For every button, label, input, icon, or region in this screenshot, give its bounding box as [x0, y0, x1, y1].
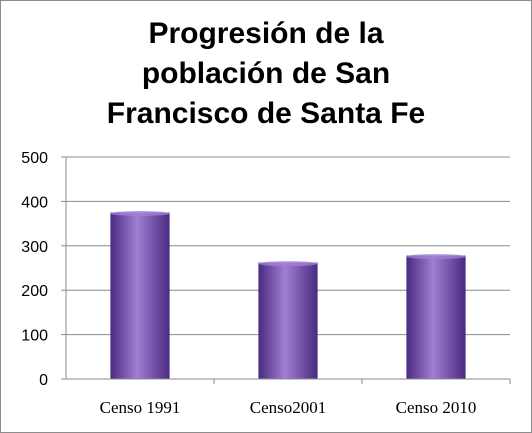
y-tick-label: 300 — [21, 239, 48, 256]
axes — [61, 156, 511, 384]
x-tick-label: Censo 2010 — [396, 398, 477, 417]
x-tick-label: Censo2001 — [250, 398, 327, 417]
bar — [406, 255, 466, 379]
bar — [110, 212, 170, 379]
chart-title: Progresión de la población de San Franci… — [60, 14, 472, 134]
y-tick-label: 100 — [21, 328, 48, 345]
x-tick-label: Censo 1991 — [100, 398, 181, 417]
chart-title-line-3: Francisco de Santa Fe — [106, 97, 426, 130]
bar — [258, 262, 318, 379]
bar-cap — [258, 261, 318, 267]
bar-cap — [110, 211, 170, 216]
y-tick-label: 500 — [21, 150, 48, 167]
tick-labels: 0 100 200 300 400 500 Censo 1991 Censo2001 Censo… — [21, 150, 476, 417]
chart-title-line-2: población de San — [141, 57, 391, 90]
bar-cap — [406, 254, 466, 260]
bars — [110, 211, 466, 379]
chart-title-line-1: Progresión de la — [148, 17, 384, 50]
y-tick-label: 0 — [39, 372, 48, 389]
y-tick-label: 200 — [21, 283, 48, 300]
y-tick-label: 400 — [21, 194, 48, 211]
